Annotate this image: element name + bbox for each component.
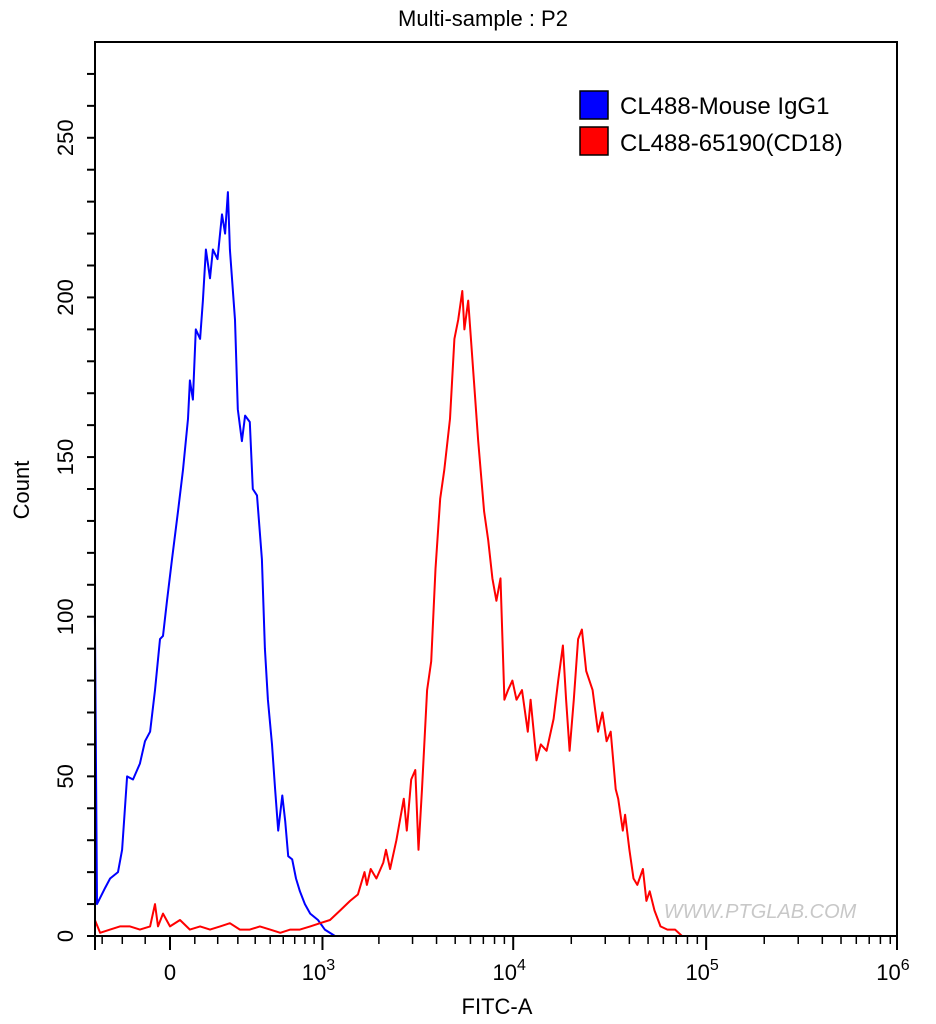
x-tick-base: 0	[164, 960, 176, 985]
legend-swatch-1	[579, 126, 609, 156]
series-line-0	[93, 191, 346, 937]
y-tick-label: 100	[53, 598, 78, 635]
x-tick-label: 106	[876, 957, 909, 985]
legend-label-0: CL488-Mouse IgG1	[620, 93, 829, 120]
y-tick-label: 200	[53, 279, 78, 316]
x-tick-label: 105	[685, 957, 718, 985]
x-axis-label: FITC-A	[462, 994, 533, 1019]
legend-swatch-0	[579, 90, 609, 120]
x-tick-exponent: 6	[901, 957, 910, 974]
legend-label-1: CL488-65190(CD18)	[620, 130, 843, 157]
y-tick-label: 0	[53, 930, 78, 942]
y-axis: 0 50 100 150 200 250	[53, 72, 95, 942]
legend: CL488-Mouse IgG1 CL488-65190(CD18)	[579, 90, 843, 157]
y-tick-label: 50	[53, 764, 78, 788]
x-tick-exponent: 3	[326, 957, 335, 974]
chart-title: Multi-sample : P2	[398, 6, 568, 31]
plot-frame	[94, 41, 898, 937]
watermark: WWW.PTGLAB.COM	[664, 901, 857, 923]
x-tick-base: 10	[876, 960, 900, 985]
y-tick-label: 150	[53, 439, 78, 476]
x-tick-exponent: 4	[517, 957, 526, 974]
y-axis-label: Count	[9, 461, 34, 520]
plot-curves	[93, 191, 698, 937]
x-tick-base: 10	[685, 960, 709, 985]
x-tick-exponent: 5	[710, 957, 719, 974]
x-tick-base: 10	[493, 960, 517, 985]
x-tick-base: 10	[302, 960, 326, 985]
series-line-1	[93, 290, 698, 937]
x-tick-label: 103	[302, 957, 335, 985]
y-tick-label: 250	[53, 119, 78, 156]
x-axis: 0 103 104 105 106	[94, 936, 910, 985]
x-tick-label: 0	[164, 960, 176, 985]
x-tick-label: 104	[493, 957, 526, 985]
